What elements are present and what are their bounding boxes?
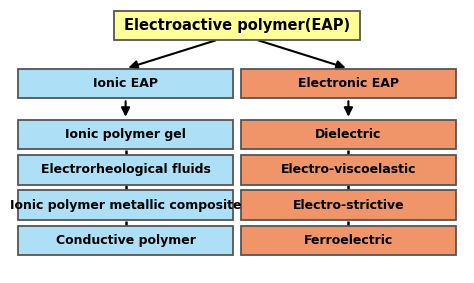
Text: Ionic polymer gel: Ionic polymer gel	[65, 128, 186, 141]
FancyBboxPatch shape	[18, 69, 233, 98]
FancyBboxPatch shape	[18, 155, 233, 185]
Text: Ionic EAP: Ionic EAP	[93, 77, 158, 90]
FancyBboxPatch shape	[240, 155, 456, 185]
FancyBboxPatch shape	[240, 119, 456, 149]
Text: Electro-strictive: Electro-strictive	[292, 199, 404, 212]
FancyBboxPatch shape	[240, 226, 456, 255]
Text: Conductive polymer: Conductive polymer	[55, 234, 196, 247]
Text: Electrorheological fluids: Electrorheological fluids	[41, 163, 210, 176]
Text: Ferroelectric: Ferroelectric	[304, 234, 393, 247]
Text: Electro-viscoelastic: Electro-viscoelastic	[281, 163, 416, 176]
FancyBboxPatch shape	[114, 11, 360, 40]
Text: Electroactive polymer(EAP): Electroactive polymer(EAP)	[124, 18, 350, 33]
Text: Dielectric: Dielectric	[315, 128, 382, 141]
Text: Electronic EAP: Electronic EAP	[298, 77, 399, 90]
FancyBboxPatch shape	[18, 226, 233, 255]
FancyBboxPatch shape	[18, 119, 233, 149]
FancyBboxPatch shape	[240, 190, 456, 220]
FancyBboxPatch shape	[240, 69, 456, 98]
Text: Ionic polymer metallic composite: Ionic polymer metallic composite	[10, 199, 241, 212]
FancyBboxPatch shape	[18, 190, 233, 220]
